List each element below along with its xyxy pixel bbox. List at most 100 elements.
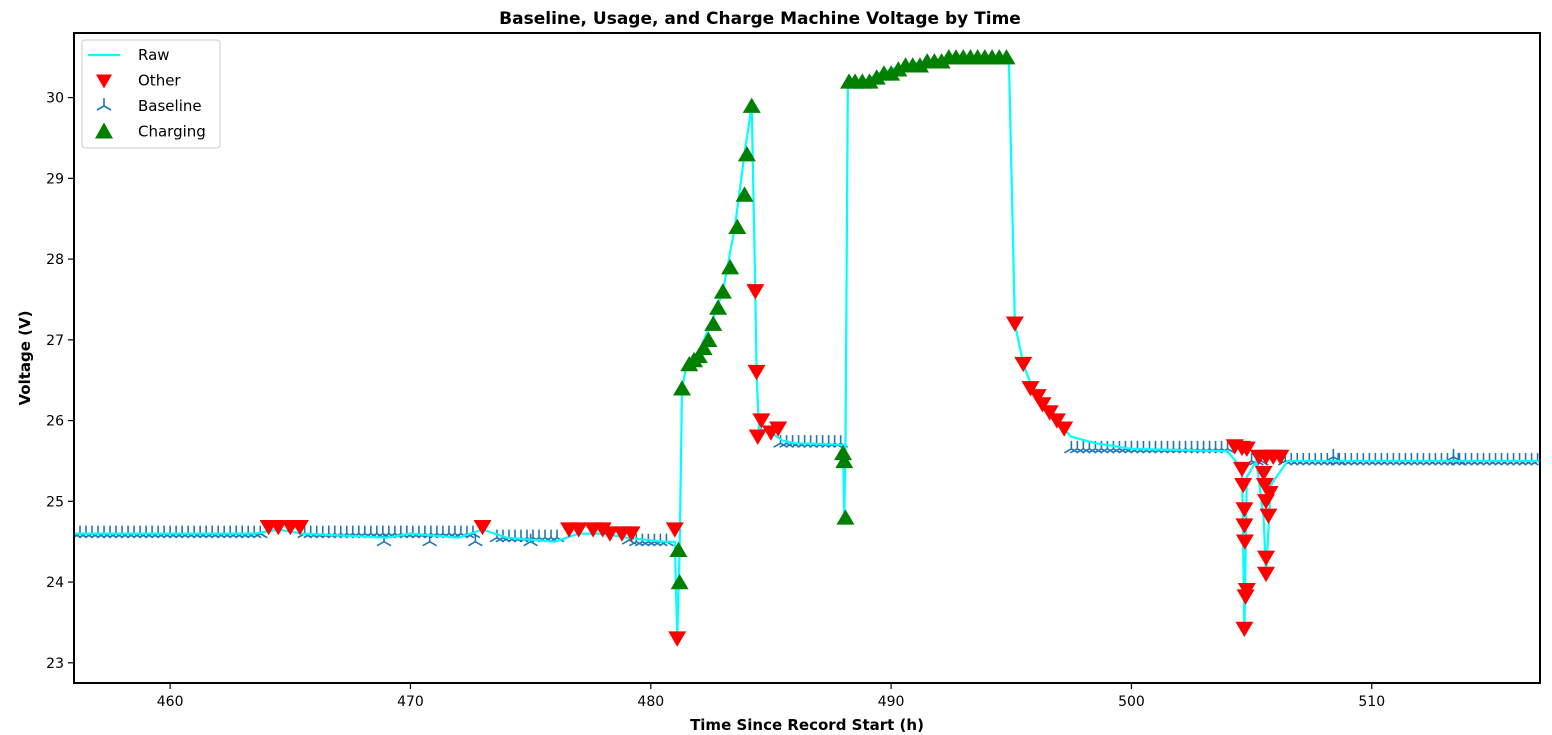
baseline-marker [303,525,319,539]
baseline-marker [815,435,830,448]
baseline-marker [1512,452,1527,466]
x-axis: 460 470 480 490 500 510 [157,683,1385,710]
baseline-marker [1518,452,1533,466]
charging-marker [882,65,901,81]
baseline-marker [797,435,812,448]
other-marker [1235,621,1254,638]
baseline-marker [659,533,674,547]
other-marker [747,364,766,381]
baseline-marker [653,533,668,547]
other-marker [1028,389,1047,405]
raw-series-line [74,56,1540,639]
baseline-marker [1307,452,1323,466]
baseline-marker [1356,452,1371,466]
baseline-marker [1076,440,1091,454]
other-marker [290,519,309,536]
charging-marker [997,49,1016,65]
charging-marker [932,53,951,69]
baseline-marker [1530,452,1540,466]
baseline-marker [1470,452,1485,466]
legend-box [81,39,221,149]
other-marker [1255,477,1274,494]
baseline-marker [1319,452,1335,466]
charging-marker [889,61,908,77]
charging-marker [713,283,732,299]
baseline-marker [1506,452,1521,466]
baseline-marker [1374,452,1389,466]
other-marker [1257,566,1276,583]
baseline-marker [192,525,208,539]
other-marker [1047,413,1066,429]
baseline-marker [1524,452,1539,466]
charging-marker [735,186,754,202]
baseline-marker [186,525,202,539]
charging-marker [737,146,756,162]
charging-marker [694,339,713,356]
baseline-marker [1416,452,1431,466]
plot-area [74,49,1540,647]
other-marker [600,526,619,542]
y-tick-label: 30 [46,91,64,107]
charging-marker [867,69,886,85]
baseline-marker [74,525,88,539]
baseline-marker [162,525,178,539]
baseline-marker [447,525,463,539]
baseline-marker [1368,452,1383,466]
baseline-marker [144,525,160,539]
baseline-marker [216,525,232,539]
baseline-marker [1380,452,1395,466]
y-tick-label: 25 [46,494,64,510]
charging-marker [910,57,929,73]
baseline-marker [1136,440,1151,454]
charging-marker [699,331,718,348]
charging-marker [689,347,708,364]
other-marker [668,631,687,647]
baseline-marker [84,525,100,539]
baseline-marker [246,525,262,539]
other-marker [746,284,765,300]
baseline-marker [78,525,94,539]
baseline-marker [1500,452,1515,466]
baseline-marker [150,525,166,539]
baseline-marker [803,435,818,448]
other-marker [593,522,612,538]
charging-marker [673,380,692,396]
baseline-marker [791,435,806,448]
baseline-marker [1386,452,1401,466]
charging-marker [670,573,689,590]
baseline-marker [1349,452,1365,466]
other-marker [1005,316,1024,332]
baseline-marker [198,525,214,539]
baseline-marker [1464,452,1479,466]
other-marker [1235,518,1254,534]
other-marker [622,526,641,542]
baseline-marker [90,525,106,539]
charging-marker [709,299,728,315]
legend-label-other: Other [138,72,181,90]
legend-charging-swatch [95,122,113,139]
plot-frame [73,32,1541,684]
baseline-marker [180,525,196,539]
baseline-marker [1130,440,1145,454]
other-marker [1271,449,1290,466]
baseline-marker [222,525,238,539]
baseline-marker [204,525,220,539]
baseline-marker [1301,452,1317,466]
baseline-marker [1392,452,1407,466]
other-marker [1055,421,1074,437]
other-marker [1234,477,1253,494]
baseline-marker [120,525,136,539]
legend-other-swatch [96,74,112,89]
baseline-marker [102,525,118,539]
baseline-marker [1494,452,1509,466]
charging-marker [742,97,761,113]
baseline-marker [1142,440,1157,454]
other-marker [752,413,771,429]
plot-marks [74,49,1540,647]
legend: Raw Other Baseline Charging [81,39,221,149]
other-marker [1235,502,1254,518]
y-tick-label: 23 [46,656,64,672]
other-marker [1236,589,1255,605]
charging-marker [669,541,688,557]
